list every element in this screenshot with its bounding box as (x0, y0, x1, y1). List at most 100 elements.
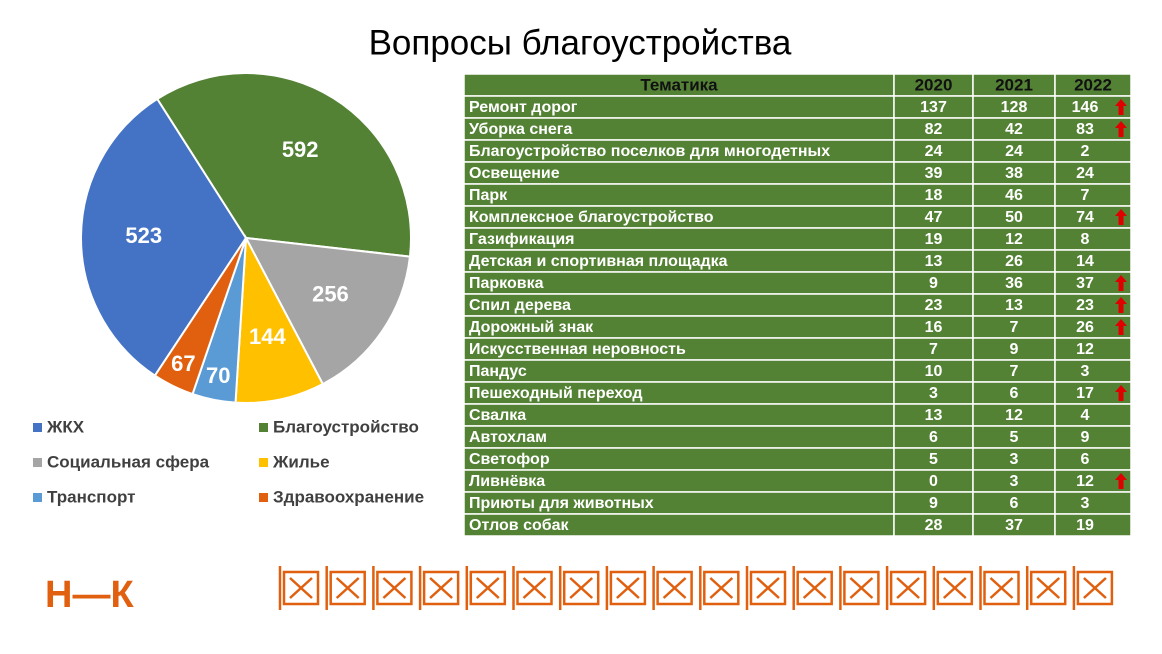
decor-frame (889, 570, 927, 606)
table-cell (1054, 139, 1132, 163)
cell-text: 19 (925, 231, 943, 248)
decor-box (558, 566, 600, 610)
cell-text: Парк (469, 187, 508, 204)
cell-text: 13 (925, 253, 943, 270)
cell-text: 39 (925, 165, 943, 182)
cell-text: 3 (1010, 473, 1019, 490)
cell-text: 42 (1005, 121, 1023, 138)
cell-text: 26 (1076, 319, 1094, 336)
cell-text: 4 (1081, 407, 1090, 424)
table-cell (1054, 183, 1132, 207)
decor-frame (422, 570, 460, 606)
decor-box (979, 566, 1020, 610)
decor-frame (609, 570, 647, 606)
decor-frame (1029, 570, 1067, 606)
cell-text: 7 (1081, 187, 1090, 204)
table-cell (1054, 425, 1132, 449)
legend-swatch (33, 458, 42, 467)
increase-arrow (1115, 99, 1127, 115)
decor-cross (896, 577, 920, 599)
cell-text: 6 (1010, 385, 1019, 402)
decor-strip (278, 566, 1114, 610)
header-text: 2020 (915, 75, 953, 94)
cell-text: 6 (929, 429, 938, 446)
decor-cross (1036, 577, 1061, 599)
legend-label: Благоустройство (273, 417, 419, 436)
decor-cross (709, 577, 734, 599)
pie-slice (234, 234, 325, 404)
decor-frame (516, 570, 553, 606)
decor-box (1072, 566, 1114, 610)
pie-label: 67 (171, 351, 195, 376)
table-cell (1054, 447, 1132, 471)
cell-text: 12 (1005, 231, 1023, 248)
cell-text: 19 (1076, 517, 1094, 534)
header-text: Тематика (640, 75, 718, 94)
cell-text: Ливнёвка (469, 473, 545, 490)
decor-cross (849, 577, 874, 599)
cell-text: 13 (1005, 297, 1023, 314)
cell-text: 37 (1076, 275, 1094, 292)
cell-text: 7 (1010, 363, 1019, 380)
cell-text: 6 (1081, 451, 1090, 468)
cell-text: Газификация (469, 231, 575, 248)
cell-text: 12 (1076, 473, 1094, 490)
legend-label: ЖКХ (46, 417, 85, 436)
decor-cross (989, 577, 1014, 599)
decor-box (699, 566, 740, 610)
cell-text: Комплексное благоустройство (469, 209, 714, 226)
table-cell (1054, 227, 1132, 251)
legend-swatch (259, 423, 268, 432)
cell-text: 82 (925, 121, 943, 138)
cell-text: 83 (1076, 121, 1094, 138)
cell-text: 37 (1005, 517, 1023, 534)
decor-cross (616, 577, 640, 599)
legend-swatch (33, 493, 42, 502)
cell-text: Парковка (469, 275, 544, 292)
cell-text: 74 (1076, 209, 1094, 226)
cell-text: 137 (920, 99, 947, 116)
cell-text: 36 (1005, 275, 1023, 292)
decor-cross (429, 577, 453, 599)
cell-text: 24 (1005, 143, 1023, 160)
pie-slice (244, 236, 412, 386)
cell-text: 5 (929, 451, 938, 468)
cell-text: Освещение (469, 165, 560, 182)
decor-cross (475, 577, 500, 599)
cell-text: Дорожный знак (469, 319, 594, 336)
increase-arrow (1115, 209, 1127, 225)
pie-label: 144 (249, 324, 286, 349)
cell-text: Ремонт дорог (469, 99, 578, 116)
cell-text: 8 (1081, 231, 1090, 248)
decor-box (839, 566, 880, 610)
cell-text: Отлов собак (469, 517, 570, 534)
header-text: 2022 (1074, 75, 1112, 94)
legend-label: Жилье (272, 452, 330, 471)
table-cell (1054, 491, 1132, 515)
cell-text: 38 (1005, 165, 1023, 182)
decor-box (278, 566, 320, 610)
cell-text: 128 (1001, 99, 1028, 116)
decor-frame (796, 570, 833, 606)
decor-cross (756, 577, 780, 599)
decor-frame (376, 570, 413, 606)
legend-swatch (259, 493, 268, 502)
decor-frame (749, 570, 787, 606)
cell-text: 24 (1076, 165, 1094, 182)
pie-slice (80, 97, 248, 377)
cell-text: 7 (1010, 319, 1019, 336)
cell-text: 12 (1076, 341, 1094, 358)
pie-slice (155, 72, 412, 258)
cell-text: 18 (925, 187, 943, 204)
pie-label: 523 (125, 223, 162, 248)
decor-box (885, 566, 927, 610)
cell-text: 9 (929, 275, 938, 292)
decor-box (1025, 566, 1067, 610)
decor-frame (469, 570, 507, 606)
cell-text: 3 (929, 385, 938, 402)
pie-label: 592 (282, 137, 319, 162)
cell-text: 26 (1005, 253, 1023, 270)
decor-cross (1083, 577, 1107, 599)
cell-text: Пандус (469, 363, 527, 380)
table-cell (463, 359, 895, 383)
